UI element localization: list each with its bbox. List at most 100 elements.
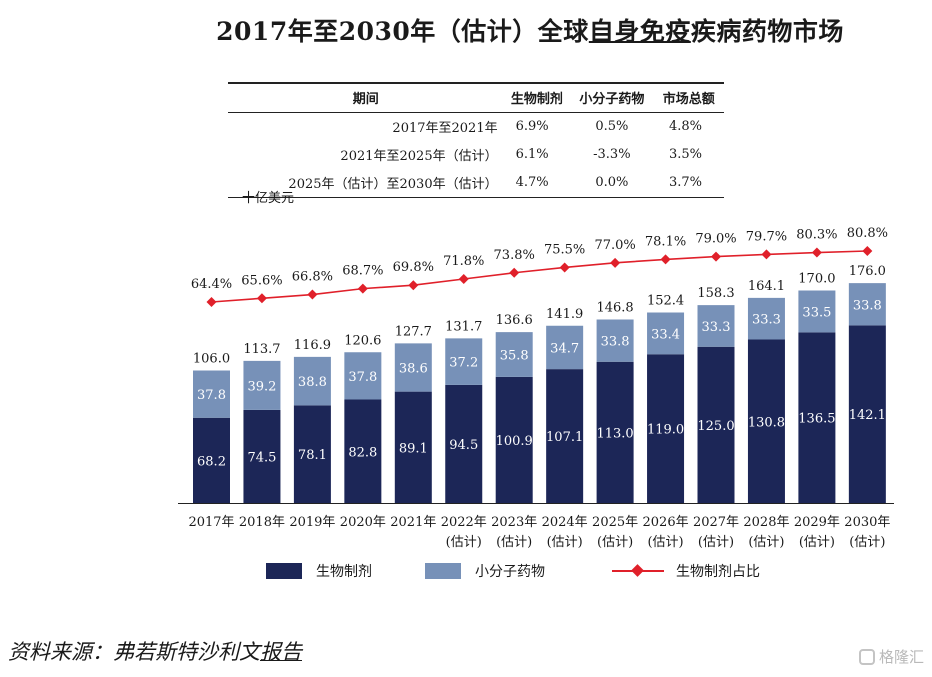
- cagr-total: 4.8%: [668, 119, 702, 134]
- data-label-small-molecule: 33.3: [702, 320, 731, 335]
- share-marker: [559, 262, 570, 273]
- bar-small-molecule: [193, 370, 230, 418]
- cagr-header-biologics: 生物制剂: [503, 82, 571, 113]
- bar-biologics: [293, 405, 331, 503]
- x-tick-sublabel: (估计): [748, 535, 784, 550]
- cagr-header-total: 市场总额: [653, 82, 724, 113]
- data-label-small-molecule: 33.8: [601, 335, 630, 350]
- data-label-small-molecule: 38.8: [298, 375, 327, 390]
- x-tick-sublabel: (估计): [547, 535, 583, 550]
- legend-item-biologics: 生物制剂: [266, 560, 372, 582]
- share-marker: [256, 293, 267, 304]
- data-label-biologics: 107.1: [546, 430, 583, 445]
- data-label-total: 170.0: [798, 272, 835, 287]
- data-label-small-molecule: 37.8: [348, 370, 377, 385]
- x-tick-label: 2023年: [491, 515, 537, 530]
- bar-biologics: [344, 399, 382, 503]
- bar-small-molecule: [647, 312, 685, 355]
- data-label-biologics: 142.1: [849, 408, 886, 423]
- share-marker: [206, 297, 217, 307]
- source-underlined: 报告: [260, 640, 302, 664]
- share-marker: [811, 247, 822, 258]
- bar-biologics: [546, 369, 584, 503]
- data-label-small-molecule: 33.4: [651, 327, 680, 342]
- data-label-share: 79.7%: [746, 229, 787, 244]
- x-tick-sublabel: (估计): [647, 535, 683, 550]
- stacked-bar-chart: 68.2 37.8 106.0 2017年 74.5 39.2 113.7 2018年 78.1…: [178, 226, 894, 550]
- x-tick-label: 2018年: [239, 515, 285, 530]
- cagr-period: 2025年（估计）至2030年（估计）: [228, 169, 504, 198]
- watermark-logo-icon: [858, 648, 875, 665]
- data-label-total: 141.9: [546, 307, 583, 322]
- data-label-share: 80.3%: [796, 228, 837, 243]
- share-marker: [509, 267, 520, 278]
- data-label-total: 116.9: [294, 338, 331, 353]
- x-tick-label: 2021年: [390, 515, 436, 530]
- share-marker: [357, 283, 368, 294]
- data-label-total: 131.7: [445, 319, 482, 334]
- x-tick-label: 2022年: [441, 515, 487, 530]
- bar-small-molecule: [445, 338, 483, 385]
- bar-biologics: [495, 376, 533, 503]
- data-label-share: 64.4%: [191, 277, 232, 292]
- share-marker: [408, 280, 419, 291]
- title-prefix: 2017年至2030年（估计）全球: [216, 17, 589, 46]
- cagr-row: 2017年至2021年 6.9% 0.5% 4.8%: [228, 113, 724, 142]
- cagr-biologics: 6.1%: [515, 147, 549, 162]
- cagr-period: 2017年至2021年: [392, 121, 498, 136]
- cagr-small-molecule: 0.0%: [570, 169, 654, 198]
- bar-small-molecule: [848, 283, 886, 326]
- bar-biologics: [445, 384, 483, 503]
- data-label-share: 77.0%: [594, 238, 635, 253]
- legend-label-biologics: 生物制剂: [316, 564, 372, 580]
- data-label-total: 127.7: [395, 324, 432, 339]
- bar-biologics: [193, 417, 230, 503]
- x-tick-sublabel: (估计): [849, 535, 885, 550]
- share-marker: [307, 289, 318, 300]
- bar-small-molecule: [293, 356, 331, 406]
- x-tick-sublabel: (估计): [446, 535, 482, 550]
- data-label-total: 152.4: [647, 294, 684, 309]
- bar-biologics: [394, 391, 432, 503]
- title-suffix: 疾病药物市场: [690, 17, 844, 46]
- share-marker: [761, 249, 772, 260]
- data-label-share: 79.0%: [695, 232, 736, 247]
- x-tick-sublabel: (估计): [496, 535, 532, 550]
- data-label-small-molecule: 34.7: [550, 341, 579, 356]
- x-tick-label: 2019年: [289, 515, 335, 530]
- data-label-small-molecule: 35.8: [500, 349, 529, 364]
- data-label-total: 120.6: [344, 333, 381, 348]
- x-tick-label: 2027年: [693, 515, 739, 530]
- data-label-share: 66.8%: [292, 270, 333, 285]
- data-label-total: 113.7: [243, 342, 280, 357]
- data-label-small-molecule: 33.8: [853, 298, 882, 313]
- cagr-small-molecule: -3.3%: [593, 147, 631, 162]
- data-label-total: 158.3: [697, 286, 734, 301]
- data-label-biologics: 130.8: [748, 415, 785, 430]
- legend-swatch-small-molecule: [425, 563, 461, 579]
- data-label-small-molecule: 38.6: [399, 362, 428, 377]
- data-label-share: 75.5%: [544, 242, 585, 257]
- bar-small-molecule: [697, 305, 735, 347]
- title-underlined: 自身免疫: [588, 17, 691, 46]
- bar-small-molecule: [596, 319, 634, 362]
- data-label-total: 106.0: [193, 352, 230, 367]
- data-label-total: 146.8: [596, 301, 633, 316]
- data-label-share: 78.1%: [645, 234, 686, 249]
- x-tick-label: 2020年: [340, 515, 386, 530]
- cagr-period: 2021年至2025年（估计）: [340, 149, 498, 164]
- bar-small-molecule: [344, 352, 382, 400]
- data-label-small-molecule: 39.2: [247, 379, 276, 394]
- data-label-biologics: 74.5: [247, 450, 276, 465]
- x-tick-sublabel: (估计): [597, 535, 633, 550]
- x-tick-sublabel: (估计): [698, 535, 734, 550]
- cagr-total: 3.5%: [668, 147, 702, 162]
- data-label-small-molecule: 37.2: [449, 356, 478, 371]
- cagr-header-period: 期间: [228, 82, 504, 113]
- source-note: 资料来源：弗若斯特沙利文报告: [8, 636, 302, 666]
- data-label-share: 80.8%: [847, 226, 888, 241]
- chart-title: 2017年至2030年（估计）全球自身免疫疾病药物市场: [0, 12, 932, 48]
- cagr-table: 期间 生物制剂 小分子药物 市场总额 2017年至2021年 6.9% 0.5%…: [228, 82, 724, 198]
- data-label-biologics: 68.2: [197, 454, 226, 469]
- data-label-small-molecule: 33.3: [752, 313, 781, 328]
